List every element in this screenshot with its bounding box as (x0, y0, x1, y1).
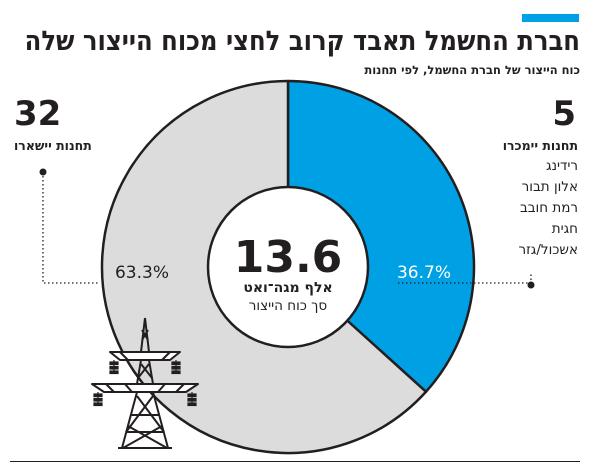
station-item: אשכול/גזר (518, 242, 578, 258)
slice-sold (286, 79, 476, 393)
station-item: רידינג (546, 158, 578, 174)
power-pylon-icon (91, 317, 199, 449)
station-item: חגית (551, 221, 578, 237)
chart-title: חברת החשמל תאבד קרוב לחצי מכוח הייצור של… (24, 26, 580, 57)
station-item: רמת חובב (519, 200, 578, 216)
accent-bar (522, 14, 579, 22)
data-label-sold: 36.7% (397, 263, 451, 283)
center-caption: סך כוח הייצור (249, 298, 328, 314)
bottom-rule (10, 461, 580, 462)
remain-count: 32 (14, 94, 62, 134)
center-unit: אלף מגה־ואט (243, 280, 332, 296)
data-label-remain: 63.3% (115, 263, 169, 283)
remain-label: תחנות יישארו (14, 138, 92, 153)
leader-dot-remain (39, 168, 47, 176)
sold-count: 5 (552, 94, 576, 134)
center-disc (206, 185, 370, 349)
station-item: אלון תבור (521, 179, 578, 195)
center-value: 13.6 (234, 232, 343, 283)
insulators (93, 360, 197, 407)
sold-label: תחנות יימכרו (502, 138, 578, 153)
leader-line-remain (42, 172, 98, 284)
leader-dot-sold (527, 281, 535, 289)
sold-stations-list: רידינג אלון תבור רמת חובב חגית אשכול/גזר (458, 156, 578, 261)
chart-subtitle: כוח הייצור של חברת החשמל, לפי תחנות (364, 63, 580, 77)
